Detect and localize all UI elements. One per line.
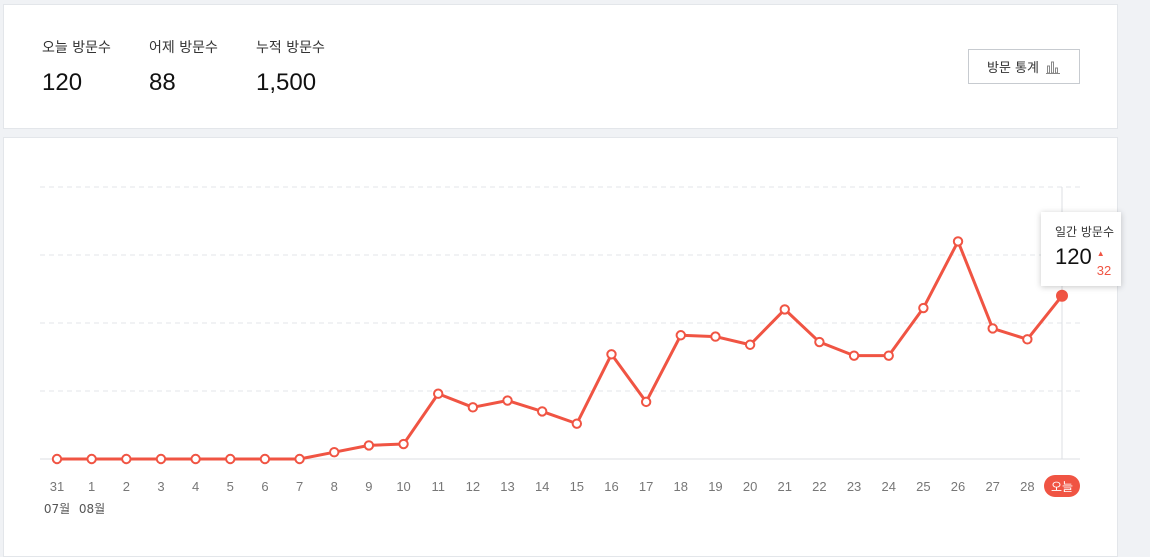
x-tick-label: 19	[708, 479, 722, 494]
data-point[interactable]	[779, 304, 790, 315]
data-point[interactable]	[259, 453, 271, 465]
data-point[interactable]	[86, 453, 97, 465]
x-tick-label: 6	[261, 479, 268, 494]
stat-today-label: 오늘 방문수	[42, 40, 111, 56]
data-point[interactable]	[398, 438, 409, 450]
x-tick-label: 8	[331, 479, 338, 494]
x-tick-label: 10	[396, 479, 410, 494]
month-label: 08월	[79, 502, 105, 516]
data-point[interactable]	[502, 395, 513, 406]
x-tick-label: 14	[535, 479, 549, 494]
data-point[interactable]	[294, 453, 305, 465]
tooltip-delta-value: 32	[1096, 263, 1112, 278]
data-point[interactable]	[433, 388, 444, 399]
tooltip-delta: ▲ 32	[1097, 246, 1121, 279]
x-tick-label: 12	[466, 479, 480, 494]
bar-chart-icon	[1045, 61, 1060, 74]
x-tick-label: 4	[192, 479, 199, 494]
data-point[interactable]	[710, 331, 721, 342]
stat-total-value: 1,500	[256, 69, 317, 96]
data-point[interactable]	[606, 349, 617, 360]
tooltip-label: 일간 방문수	[1055, 225, 1115, 239]
stat-today: 오늘 방문수 120	[42, 37, 111, 97]
data-point[interactable]	[363, 440, 375, 451]
x-tick-label: 20	[743, 479, 757, 494]
x-tick-label: 1	[88, 479, 95, 494]
tooltip-value: 120	[1055, 244, 1092, 269]
today-tick-badge	[1044, 475, 1080, 497]
data-point[interactable]	[329, 447, 340, 458]
data-point[interactable]	[121, 453, 132, 465]
x-tick-label: 18	[674, 479, 688, 494]
data-point[interactable]	[155, 453, 167, 465]
visit-stats-button[interactable]: 방문 통계	[968, 49, 1080, 84]
stat-today-value: 120	[42, 69, 83, 96]
data-point[interactable]	[952, 236, 964, 247]
data-point[interactable]	[467, 402, 479, 413]
stat-yesterday: 어제 방문수 88	[149, 37, 218, 97]
stat-yesterday-value: 88	[149, 69, 176, 96]
data-point[interactable]	[536, 406, 548, 417]
x-tick-label: 5	[227, 479, 234, 494]
x-tick-label: 11	[431, 479, 445, 494]
x-tick-label: 7	[296, 479, 303, 494]
data-point[interactable]	[1022, 334, 1033, 345]
x-tick-label: 26	[951, 479, 965, 494]
x-tick-label: 16	[604, 479, 618, 494]
x-tick-label: 9	[365, 479, 372, 494]
x-tick-label: 21	[778, 479, 792, 494]
x-tick-label: 27	[985, 479, 999, 494]
x-tick-label: 17	[639, 479, 653, 494]
x-tick-label: 22	[812, 479, 826, 494]
data-point[interactable]	[814, 336, 825, 348]
stat-total-label: 누적 방문수	[256, 40, 325, 56]
delta-up-icon: ▲	[1096, 249, 1105, 258]
data-point[interactable]	[190, 453, 201, 465]
stat-total: 누적 방문수 1,500	[256, 37, 325, 97]
data-point[interactable]	[744, 339, 756, 350]
data-point[interactable]	[51, 453, 63, 465]
daily-visits-tooltip: 일간 방문수 120 ▲ 32	[1041, 212, 1121, 286]
data-point[interactable]	[640, 396, 652, 408]
x-tick-label: 24	[881, 479, 895, 494]
visit-stats-button-label: 방문 통계	[987, 61, 1039, 76]
data-point[interactable]	[571, 418, 583, 429]
stat-yesterday-label: 어제 방문수	[149, 40, 218, 56]
x-tick-label: 23	[847, 479, 861, 494]
data-point[interactable]	[883, 350, 894, 361]
visitor-stats-card: 오늘 방문수 120 어제 방문수 88 누적 방문수 1,500 방문 통계	[3, 4, 1118, 129]
data-point[interactable]	[848, 350, 860, 361]
x-tick-label: 31	[50, 479, 64, 494]
x-tick-label: 25	[916, 479, 930, 494]
x-tick-label: 15	[570, 479, 584, 494]
x-tick-label-today: 오늘	[1051, 480, 1073, 494]
daily-visits-chart-card	[3, 137, 1118, 557]
data-point[interactable]	[987, 323, 998, 334]
data-point[interactable]	[225, 453, 236, 465]
data-point[interactable]	[918, 302, 929, 314]
x-tick-label: 28	[1020, 479, 1034, 494]
x-tick-label: 3	[157, 479, 164, 494]
data-point[interactable]	[675, 330, 686, 341]
daily-visits-chart: 31 1 2 3 4 5 6 7 8 9 10 11 12 13 14 15 16 17 18 19 20 21 22 23 2…	[40, 186, 1080, 516]
x-tick-label: 13	[500, 479, 514, 494]
series-line	[57, 239, 1064, 461]
data-point-today[interactable]	[1056, 289, 1068, 302]
month-label: 07월	[44, 502, 70, 516]
x-tick-label: 2	[123, 479, 130, 494]
